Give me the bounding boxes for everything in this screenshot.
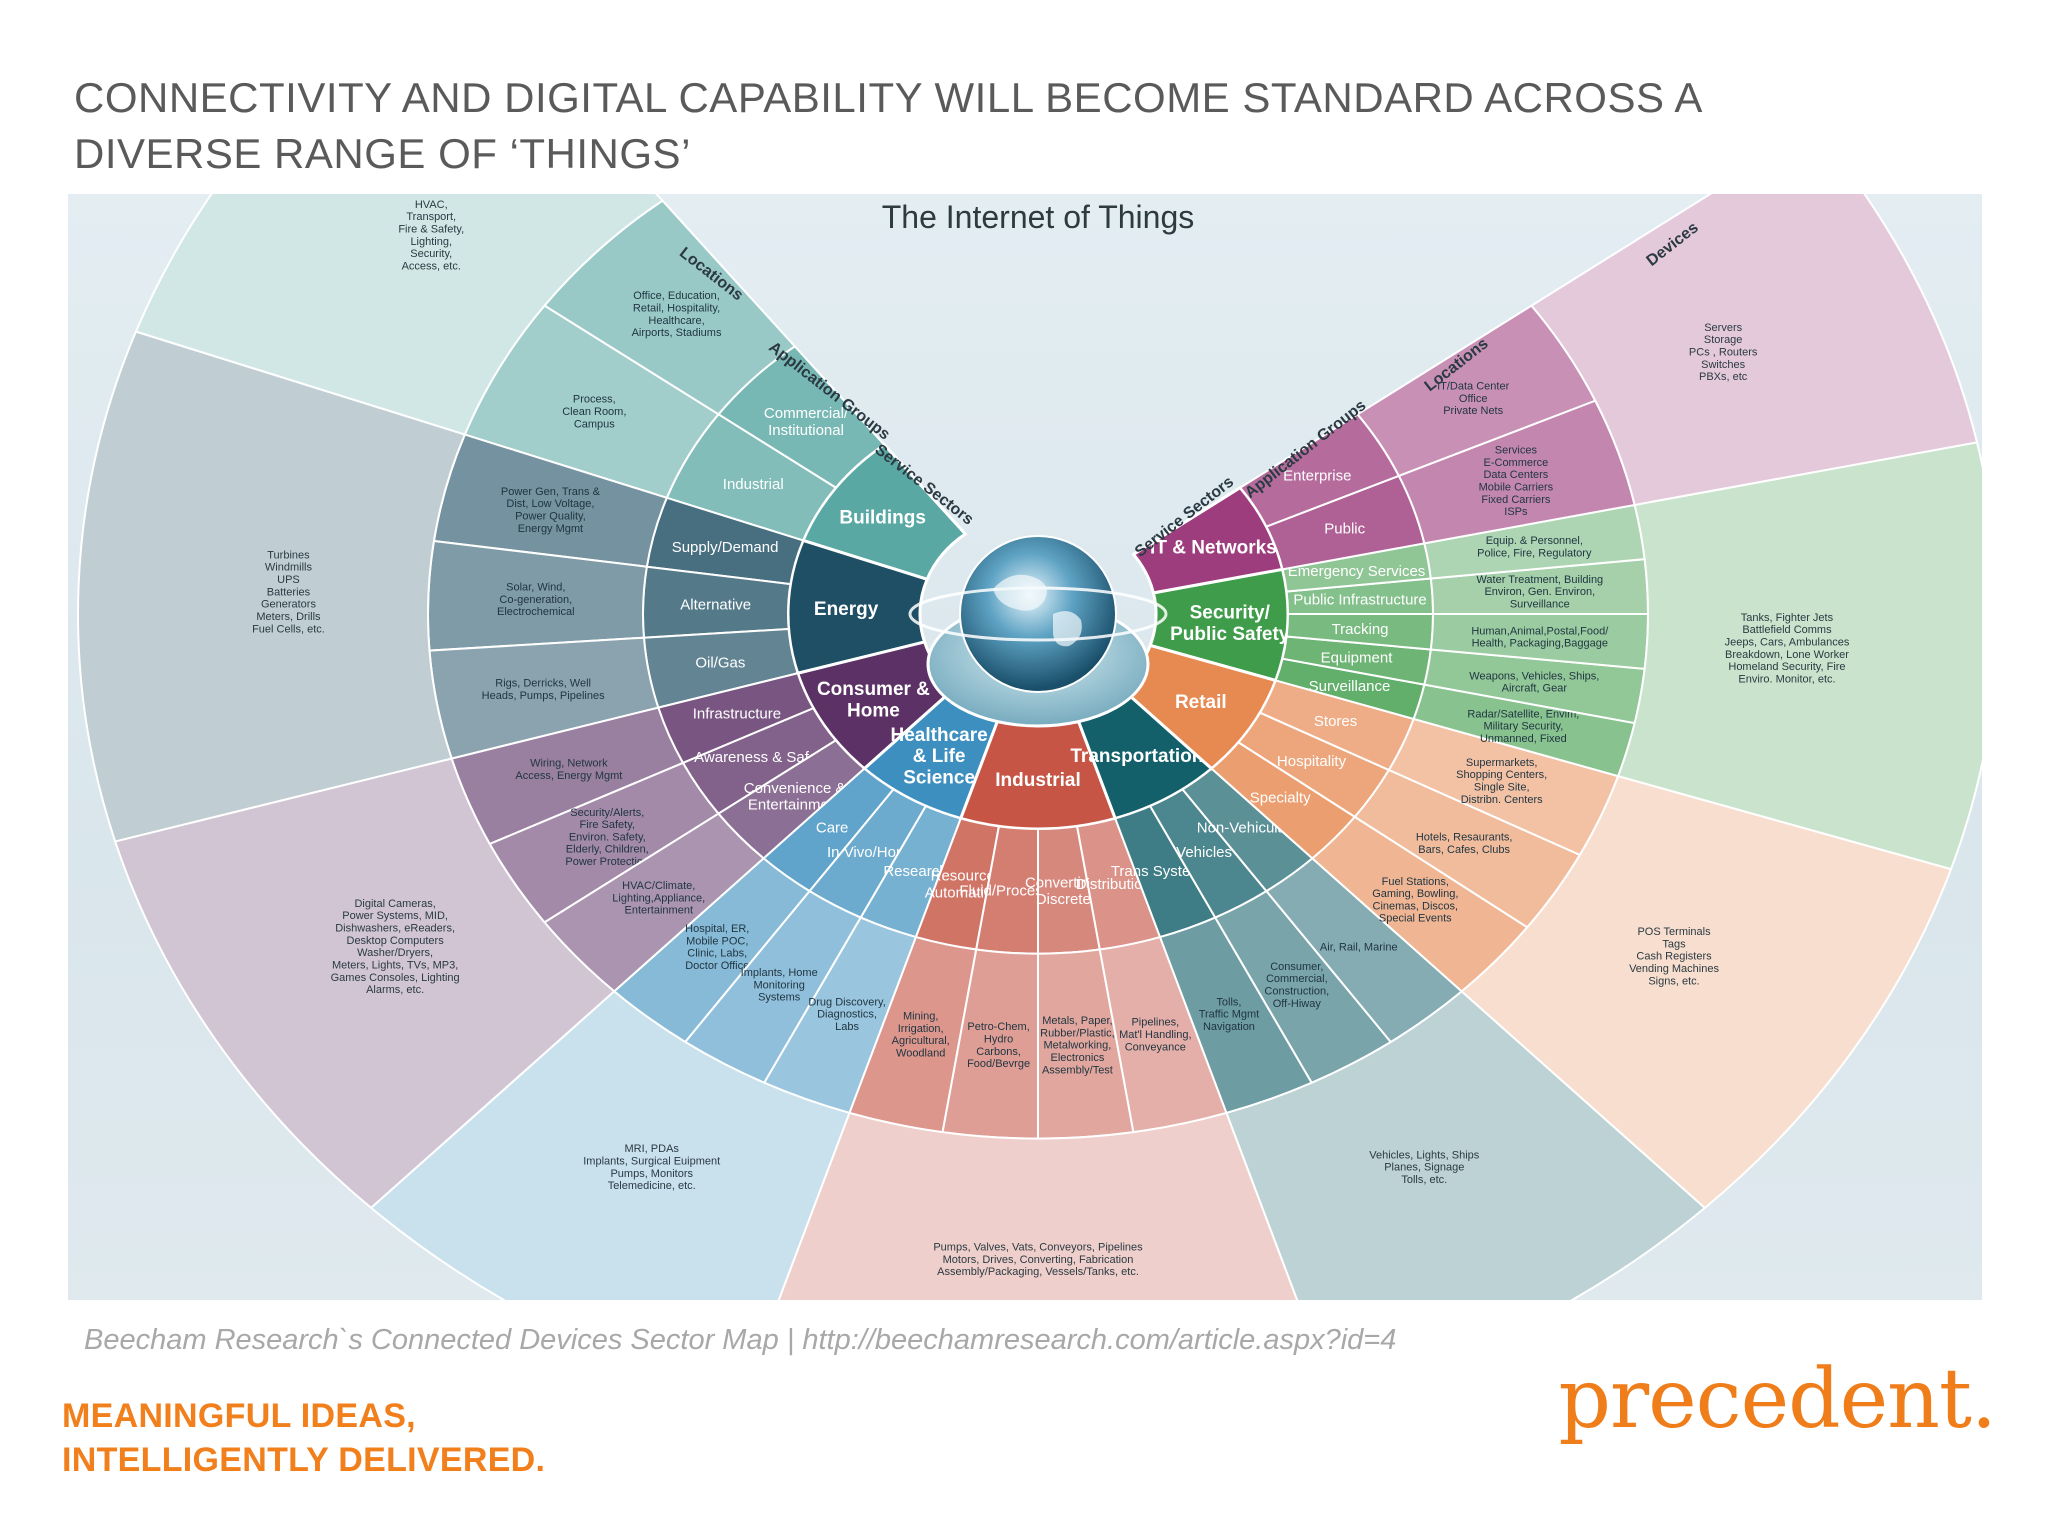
- application-group-energy: Oil/Gas: [695, 654, 745, 671]
- slide-title-line-2: DIVERSE RANGE OF ‘THINGS’: [74, 130, 691, 177]
- sector-name-security: Security/Public Safety: [1170, 603, 1290, 645]
- application-group-transportation: Non-Vehicular: [1197, 820, 1291, 837]
- location-industrial: Pipelines, Mat'l Handling, Conveyance: [1119, 1017, 1191, 1054]
- application-group-retail: Stores: [1314, 713, 1357, 730]
- location-retail: Hotels, Resaurants, Bars, Cafes, Clubs: [1416, 832, 1513, 856]
- application-group-it: Public: [1324, 521, 1365, 538]
- devices-energy: Turbines Windmills UPS Batteries Generators M…: [252, 549, 325, 635]
- location-security: Equip. & Personnel, Police, Fire, Regulat…: [1477, 535, 1592, 559]
- sector-name-consumer: Consumer & Home: [817, 679, 930, 721]
- iot-sector-map-svg: Buildings Commercial/Institutional Industr…: [77, 194, 1982, 1300]
- device-cell-energy: [77, 330, 467, 843]
- application-group-industrial: Converting/Discrete: [1025, 874, 1103, 908]
- location-healthcare: Hospital, ER, Mobile POC, Clinic, Labs, Doc…: [685, 923, 749, 972]
- sector-consumer: Consumer & Home Infrastructure Awareness & …: [113, 640, 959, 1210]
- application-group-security: Tracking: [1332, 621, 1389, 638]
- tagline-line-2: INTELLIGENTLY DELIVERED.: [62, 1441, 546, 1479]
- location-transportation: Consumer, Commercial, Construction, Off-Hiw…: [1264, 961, 1329, 1010]
- application-group-energy: Alternative: [680, 597, 751, 614]
- sector-name-energy: Energy: [814, 599, 879, 620]
- tagline-line-1: MEANINGFUL IDEAS,: [62, 1397, 416, 1435]
- globe-icon: [959, 535, 1117, 693]
- source-caption: Beecham Research`s Connected Devices Sec…: [84, 1324, 1397, 1356]
- application-group-consumer: Infrastructure: [693, 706, 781, 723]
- precedent-logo: precedent.: [1558, 1352, 1997, 1447]
- location-energy: Rigs, Derricks, Well Heads, Pumps, Pipeli…: [482, 678, 605, 702]
- location-energy: Solar, Wind, Co-generation, Electrochemica…: [497, 581, 575, 618]
- sector-security: Security/Public Safety Surveillance Equipm…: [1148, 441, 1982, 871]
- sector-buildings: Buildings Commercial/Institutional Industr…: [134, 194, 968, 582]
- diagram-title: The Internet of Things: [882, 199, 1194, 235]
- sector-rings: Buildings Commercial/Institutional Industr…: [77, 194, 1982, 1300]
- slide-title: CONNECTIVITY AND DIGITAL CAPABILITY WILL…: [74, 70, 1874, 182]
- location-retail: Fuel Stations, Gaming, Bowling, Cinemas, D…: [1372, 876, 1458, 925]
- device-cell-healthcare: [369, 990, 851, 1300]
- devices-buildings: HVAC, Transport, Fire & Safety, Lighting, Se…: [398, 199, 464, 273]
- location-security: Water Treatment, Building Environ, Gen. E…: [1476, 574, 1603, 611]
- devices-it: Servers Storage PCs , Routers Switches PBXs,…: [1689, 322, 1758, 383]
- slide-title-line-1: CONNECTIVITY AND DIGITAL CAPABILITY WILL…: [74, 74, 1703, 121]
- sector-name-industrial: Industrial: [995, 770, 1081, 791]
- device-cell-it: [1529, 194, 1979, 507]
- application-group-healthcare: In Vivo/Home: [827, 844, 917, 861]
- application-group-retail: Hospitality: [1277, 753, 1347, 770]
- devices-transportation: Vehicles, Lights, Ships Planes, Signage To…: [1369, 1149, 1480, 1186]
- iot-sector-map: Buildings Commercial/Institutional Industr…: [68, 194, 1982, 1300]
- sector-name-healthcare: Healthcare & Life Science: [891, 725, 988, 789]
- application-group-energy: Supply/Demand: [672, 539, 779, 556]
- sector-healthcare: Healthcare & Life Science Care In Vivo/Home R…: [369, 685, 1004, 1300]
- continent-shape: [993, 574, 1082, 647]
- sector-name-buildings: Buildings: [839, 508, 926, 529]
- application-group-security: Emergency Services: [1288, 563, 1426, 580]
- sector-retail: Retail Specialty Hospitality Stores Fuel Sta…: [1117, 643, 1953, 1210]
- globe-hub: [908, 535, 1168, 728]
- devices-industrial: Pumps, Valves, Vats, Conveyors, Pipeline…: [933, 1242, 1143, 1279]
- application-group-buildings: Industrial: [723, 476, 784, 493]
- location-industrial: Petro-Chem, Hydro Carbons, Food/Bevrge: [967, 1021, 1030, 1070]
- location-consumer: HVAC/Climate, Lighting,Appliance, Entertai…: [612, 880, 705, 917]
- location-industrial: Metals, Paper, Rubber/Plastic, Metalworkin…: [1040, 1015, 1115, 1076]
- sector-name-transportation: Transportation: [1070, 746, 1203, 767]
- application-group-security: Equipment: [1321, 650, 1394, 667]
- application-group-retail: Specialty: [1250, 789, 1311, 806]
- sector-it: IT & Networks Public Enterprise Services E-C…: [1131, 194, 1979, 595]
- application-group-security: Surveillance: [1309, 678, 1391, 695]
- location-it: IT/Data Center Office Private Nets: [1437, 380, 1509, 417]
- sector-name-retail: Retail: [1175, 692, 1227, 713]
- location-healthcare: Drug Discovery, Diagnostics, Labs: [808, 996, 885, 1033]
- devices-security: Tanks, Fighter Jets Battlefield Comms Jeep…: [1725, 612, 1850, 686]
- location-retail: Supermarkets, Shopping Centers, Single Sit…: [1456, 757, 1547, 806]
- location-security: Human,Animal,Postal,Food/Health, Packagi…: [1471, 625, 1609, 649]
- application-group-consumer: Awareness & Safety: [694, 749, 829, 766]
- application-group-transportation: Vehicles: [1176, 844, 1232, 861]
- application-group-it: Enterprise: [1283, 468, 1351, 485]
- application-group-buildings: Commercial/Institutional: [764, 405, 849, 439]
- location-consumer: Wiring, Network Access, Energy Mgmt: [515, 758, 622, 782]
- application-group-industrial: Distribution: [1076, 876, 1151, 893]
- location-security: Radar/Satellite, Envim, Military Security…: [1467, 708, 1579, 745]
- location-healthcare: Implants, Home Monitoring Systems: [741, 967, 818, 1004]
- application-group-security: Public Infrastructure: [1293, 592, 1426, 609]
- location-consumer: Security/Alerts, Fire Safety, Environ. Saf…: [565, 807, 649, 868]
- devices-retail: POS Terminals Tags Cash Registers Vending M…: [1629, 926, 1719, 987]
- application-group-industrial: Resource Automation: [925, 868, 1001, 902]
- sector-name-it: IT & Networks: [1150, 537, 1277, 558]
- location-transportation: Air, Rail, Marine: [1320, 942, 1398, 954]
- devices-healthcare: MRI, PDAs Implants, Surgical Euipment Pump…: [583, 1143, 720, 1192]
- location-buildings: Office, Education, Retail, Hospitality, He…: [632, 290, 722, 339]
- location-transportation: Tolls, Traffic Mgmt Navigation: [1199, 996, 1260, 1033]
- location-buildings: Process, Clean Room, Campus: [562, 394, 626, 431]
- devices-consumer: Digital Cameras, Power Systems, MID, Dishw…: [331, 898, 460, 996]
- application-group-healthcare: Care: [816, 820, 849, 837]
- location-security: Weapons, Vehicles, Ships, Aircraft, Gear: [1469, 670, 1599, 694]
- application-group-healthcare: Research: [883, 863, 947, 880]
- location-energy: Power Gen, Trans & Dist, Low Voltage, Powe…: [501, 486, 601, 535]
- tagline: MEANINGFUL IDEAS, INTELLIGENTLY DELIVERE…: [62, 1394, 545, 1482]
- location-industrial: Mining, Irrigation, Agricultural, Woodland: [892, 1011, 950, 1060]
- location-it: Services E-Commerce Data Centers Mobile Car…: [1479, 445, 1554, 519]
- device-cell-industrial: [777, 1111, 1299, 1300]
